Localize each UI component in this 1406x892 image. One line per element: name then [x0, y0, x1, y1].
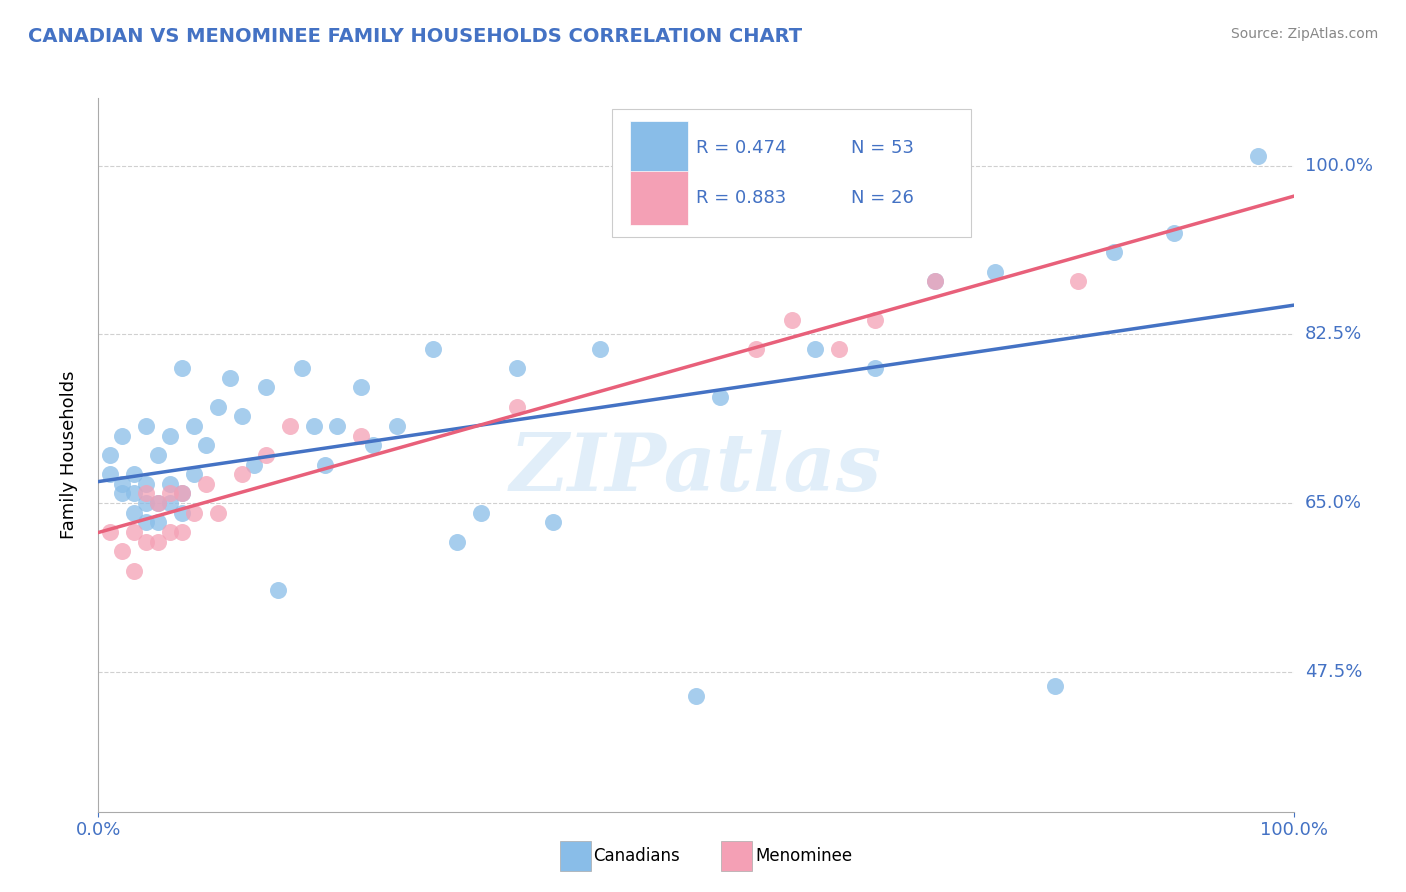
Point: [207, 506, 229, 520]
Point: [124, 467, 146, 482]
Text: 47.5%: 47.5%: [1305, 663, 1362, 681]
Point: [159, 428, 181, 442]
Point: [804, 342, 827, 356]
Point: [111, 486, 134, 500]
Text: CANADIAN VS MENOMINEE FAMILY HOUSEHOLDS CORRELATION CHART: CANADIAN VS MENOMINEE FAMILY HOUSEHOLDS …: [28, 27, 803, 45]
Point: [541, 516, 564, 530]
Point: [254, 380, 277, 394]
Point: [350, 428, 373, 442]
Point: [98, 524, 122, 539]
Point: [243, 458, 266, 472]
Point: [135, 476, 157, 491]
Point: [183, 419, 205, 434]
Point: [124, 506, 146, 520]
Point: [159, 486, 181, 500]
Point: [231, 409, 253, 424]
Point: [231, 467, 253, 482]
Point: [124, 564, 146, 578]
Text: R = 0.883: R = 0.883: [696, 189, 786, 207]
Point: [207, 400, 229, 414]
Point: [148, 448, 170, 462]
Point: [863, 361, 886, 376]
Point: [446, 534, 468, 549]
FancyBboxPatch shape: [612, 109, 970, 237]
Point: [1043, 679, 1066, 693]
Point: [159, 524, 181, 539]
Point: [254, 448, 277, 462]
Text: Canadians: Canadians: [593, 847, 681, 865]
FancyBboxPatch shape: [630, 121, 688, 175]
Point: [315, 458, 337, 472]
Point: [148, 534, 170, 549]
Point: [363, 438, 385, 452]
Point: [983, 265, 1005, 279]
Point: [1067, 274, 1090, 288]
Point: [159, 476, 181, 491]
Point: [422, 342, 444, 356]
Point: [470, 506, 492, 520]
Point: [159, 496, 181, 510]
Point: [745, 342, 768, 356]
Point: [350, 380, 373, 394]
Point: [135, 419, 157, 434]
Text: N = 26: N = 26: [851, 189, 914, 207]
Point: [111, 544, 134, 558]
Point: [780, 313, 803, 327]
Point: [111, 428, 134, 442]
Text: Source: ZipAtlas.com: Source: ZipAtlas.com: [1230, 27, 1378, 41]
Text: R = 0.474: R = 0.474: [696, 139, 786, 157]
Point: [183, 467, 205, 482]
Point: [172, 506, 194, 520]
Point: [385, 419, 409, 434]
Point: [1163, 226, 1185, 240]
Point: [135, 516, 157, 530]
Text: 100.0%: 100.0%: [1305, 157, 1372, 175]
Point: [172, 361, 194, 376]
Point: [98, 467, 122, 482]
Point: [172, 486, 194, 500]
Point: [278, 419, 301, 434]
Point: [924, 274, 946, 288]
FancyBboxPatch shape: [630, 171, 688, 225]
Point: [863, 313, 886, 327]
Point: [172, 524, 194, 539]
Point: [267, 582, 290, 597]
Point: [124, 486, 146, 500]
Y-axis label: Family Households: Family Households: [59, 371, 77, 539]
Point: [135, 486, 157, 500]
Point: [135, 496, 157, 510]
Point: [148, 496, 170, 510]
Point: [302, 419, 325, 434]
Point: [506, 361, 529, 376]
Point: [828, 342, 851, 356]
Text: ZIPatlas: ZIPatlas: [510, 431, 882, 508]
Point: [326, 419, 349, 434]
Point: [924, 274, 946, 288]
Point: [685, 689, 707, 703]
Point: [194, 476, 217, 491]
Point: [1246, 149, 1268, 163]
Point: [135, 534, 157, 549]
Text: Menominee: Menominee: [755, 847, 852, 865]
Point: [219, 371, 242, 385]
Point: [1102, 245, 1125, 260]
Point: [506, 400, 529, 414]
Point: [290, 361, 312, 376]
Point: [148, 496, 170, 510]
Point: [111, 476, 134, 491]
Point: [172, 486, 194, 500]
Point: [124, 524, 146, 539]
Point: [183, 506, 205, 520]
Point: [98, 448, 122, 462]
Text: N = 53: N = 53: [851, 139, 914, 157]
Point: [148, 516, 170, 530]
Point: [709, 390, 731, 404]
Point: [194, 438, 217, 452]
Text: 65.0%: 65.0%: [1305, 494, 1361, 512]
Point: [589, 342, 612, 356]
Text: 82.5%: 82.5%: [1305, 326, 1362, 343]
